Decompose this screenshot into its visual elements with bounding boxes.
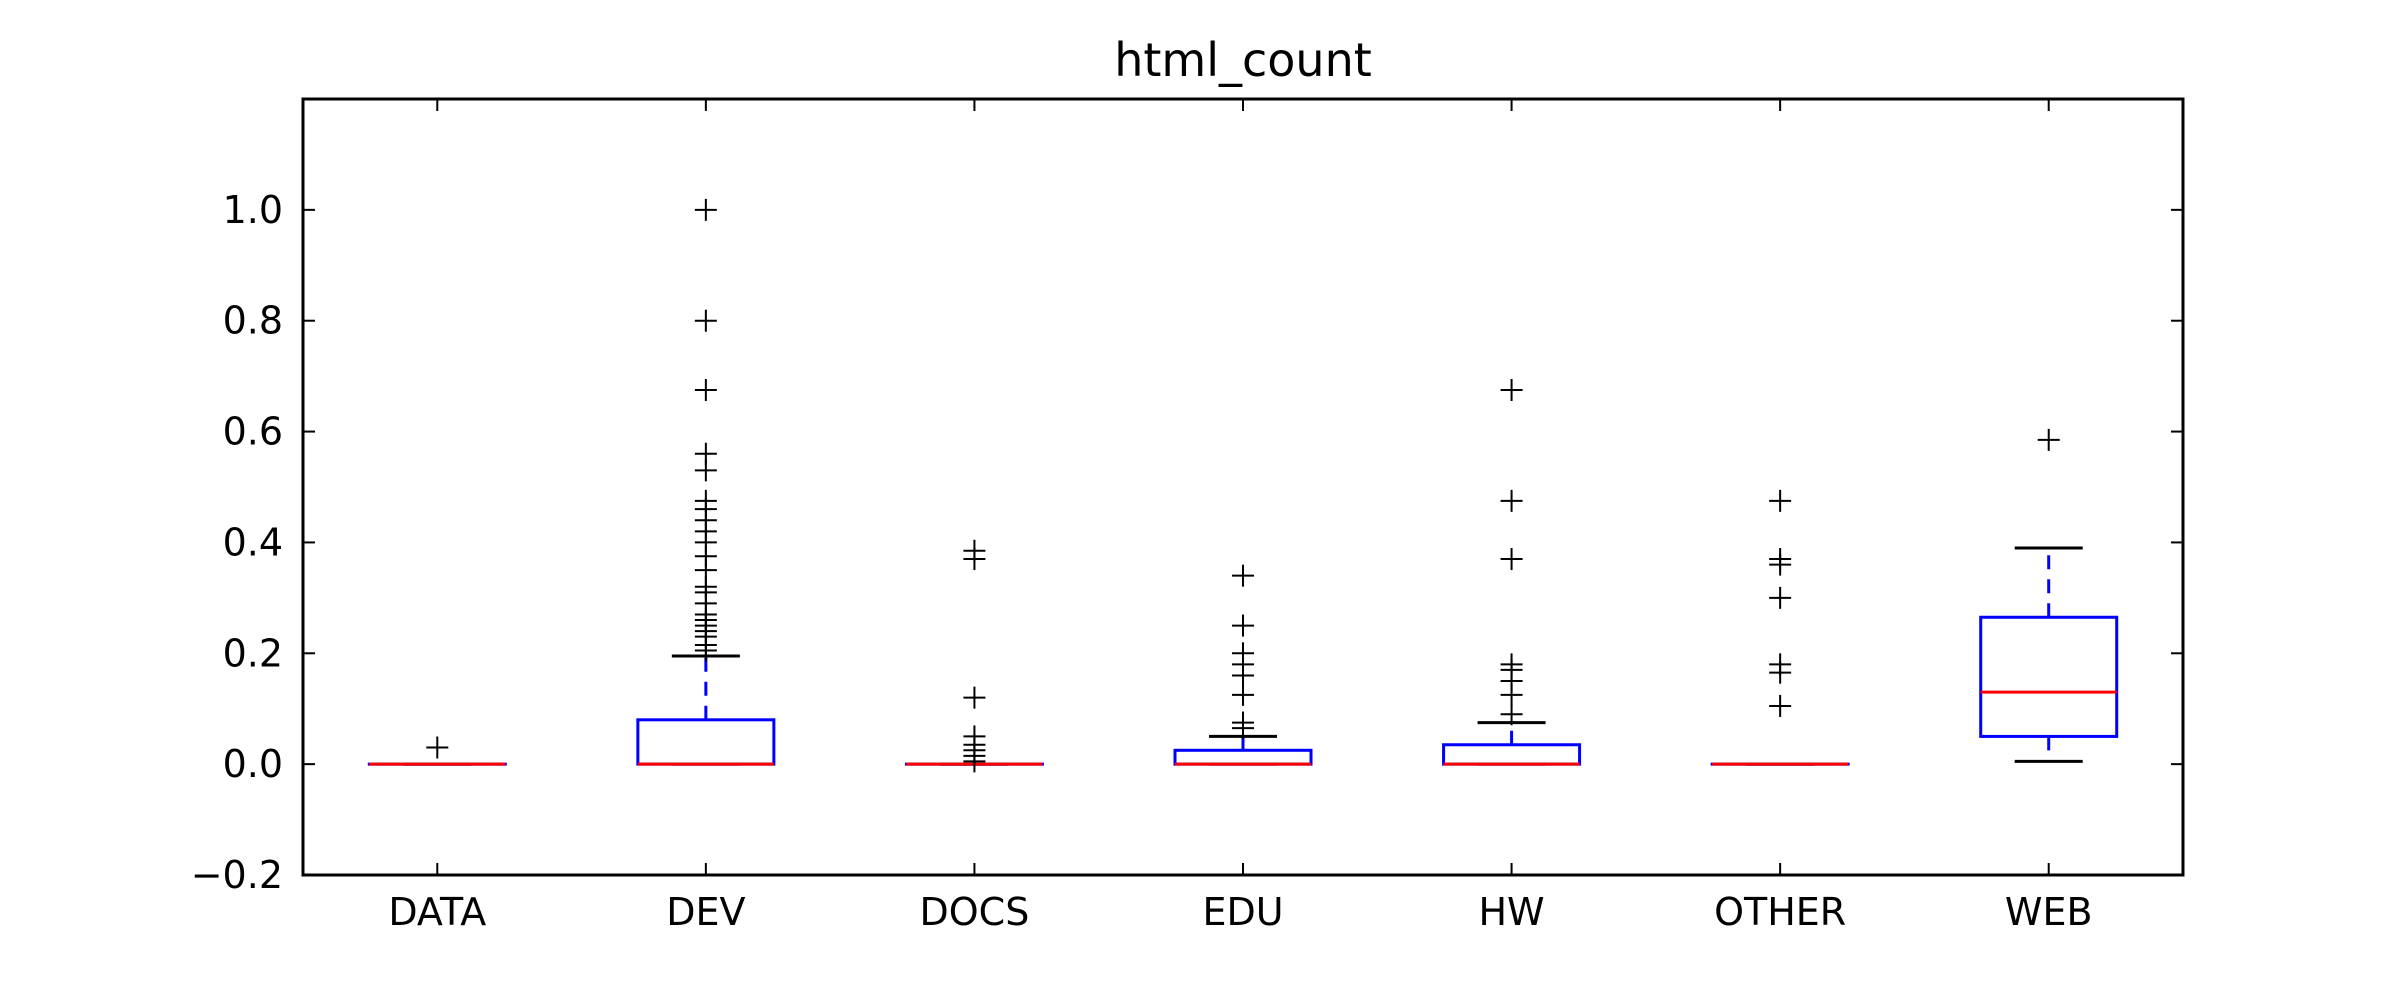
y-tick-label: 1.0	[223, 188, 283, 232]
plot-area	[367, 198, 2119, 773]
flier-point	[1232, 614, 1254, 637]
box-iqr	[1173, 748, 1313, 766]
flier-point	[1769, 694, 1792, 717]
x-tick-label: WEB	[2005, 890, 2093, 934]
flier-point	[963, 686, 986, 709]
flier-point	[1500, 489, 1523, 512]
y-tick-label: −0.2	[191, 853, 283, 897]
x-tick-label: HW	[1478, 890, 1544, 934]
flier-point	[1232, 564, 1254, 587]
flier-point	[426, 736, 449, 759]
x-tick-label: DOCS	[920, 890, 1030, 934]
flier-point	[1232, 683, 1254, 706]
flier-point	[1769, 489, 1792, 512]
flier-point	[694, 198, 717, 221]
flier-point	[694, 309, 717, 332]
y-tick-label: 0.2	[223, 631, 283, 675]
chart-title: html_count	[1114, 33, 1372, 87]
flier-point	[1769, 553, 1792, 576]
x-tick-label: OTHER	[1714, 890, 1846, 934]
flier-point	[694, 459, 717, 482]
flier-point	[1500, 703, 1523, 726]
flier-point	[694, 639, 717, 662]
box-iqr	[1442, 743, 1582, 766]
axes: −0.2 0.0 0.2 0.4 0.6 0.8 1.0 DATA DEV DOCS EDU HW OT…	[191, 99, 2183, 934]
flier-point	[2037, 428, 2060, 451]
flier-point	[963, 548, 986, 571]
flier-point	[1232, 717, 1254, 740]
y-tick-label: 0.0	[223, 742, 283, 786]
flier-point	[1500, 548, 1523, 571]
flier-point	[1769, 661, 1792, 684]
x-tick-label: EDU	[1202, 890, 1283, 934]
box-iqr	[1979, 615, 2119, 738]
flier-point	[1500, 379, 1523, 401]
box-iqr	[636, 718, 776, 766]
x-tick-label: DEV	[666, 890, 745, 934]
flier-point	[1232, 664, 1254, 687]
y-tick-label: 0.4	[223, 520, 283, 564]
flier-point	[694, 379, 717, 401]
flier-point	[963, 750, 986, 773]
y-tick-label: 0.6	[223, 410, 283, 454]
x-tick-label: DATA	[388, 890, 486, 934]
plot-frame	[301, 97, 2185, 877]
flier-point	[1769, 586, 1792, 609]
y-tick-label: 0.8	[223, 299, 283, 343]
flier-point	[1500, 683, 1523, 706]
